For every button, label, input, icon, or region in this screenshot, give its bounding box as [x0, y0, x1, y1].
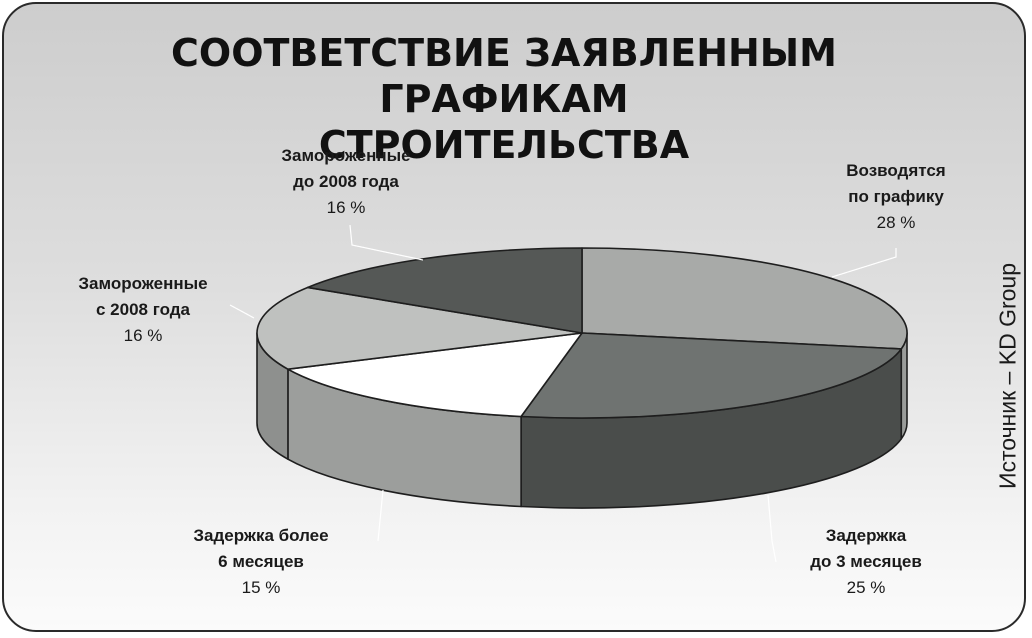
- slice-value-label-3: 16 %: [124, 326, 163, 345]
- slice-label-1-line-1: до 3 месяцев: [810, 552, 922, 571]
- pie-slice-1: [520, 332, 903, 419]
- slice-value-label-1: 25 %: [847, 578, 886, 597]
- pie-labels: Возводятся по графику 28 % Задержка до 3 мес…: [78, 146, 945, 597]
- slice-label-4-line-1: до 2008 года: [293, 172, 399, 191]
- slice-label-3-line-0: Замороженные: [78, 274, 207, 293]
- leader-line-2: [377, 489, 384, 542]
- slice-label-0-line-1: по графику: [848, 187, 944, 206]
- leader-line-4: [349, 224, 424, 261]
- slice-label-4-line-0: Замороженные: [281, 146, 410, 165]
- slice-label-1-line-0: Задержка: [826, 526, 907, 545]
- chart-title-line-1: СООТВЕТСТВИЕ ЗАЯВЛЕННЫМ ГРАФИКАМ: [171, 31, 837, 121]
- pie-sides: [256, 332, 908, 509]
- slice-label-3-line-1: с 2008 года: [96, 300, 191, 319]
- slice-value-label-4: 16 %: [327, 198, 366, 217]
- slice-value-label-0: 28 %: [877, 213, 916, 232]
- leader-line-3: [229, 304, 255, 319]
- leader-line-0: [831, 248, 897, 278]
- pie-slice-2: [287, 332, 583, 418]
- pie-slice-0: [581, 247, 908, 350]
- chart-title: СООТВЕТСТВИЕ ЗАЯВЛЕННЫМ ГРАФИКАМ СТРОИТЕ…: [44, 30, 964, 168]
- pie-slice-4: [306, 247, 583, 334]
- pie-slice-3: [256, 286, 583, 370]
- slice-value-label-2: 15 %: [242, 578, 281, 597]
- leader-line-1: [767, 494, 777, 563]
- pie-top: [256, 247, 908, 419]
- slice-label-0-line-0: Возводятся: [846, 161, 945, 180]
- chart-title-line-2: СТРОИТЕЛЬСТВА: [318, 123, 690, 167]
- slice-label-2-line-1: 6 месяцев: [218, 552, 304, 571]
- slice-label-2-line-0: Задержка более: [193, 526, 328, 545]
